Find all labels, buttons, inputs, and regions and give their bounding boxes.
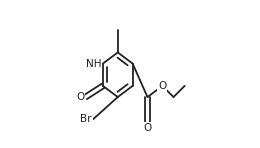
Text: O: O <box>158 81 166 91</box>
Text: Br: Br <box>80 114 92 124</box>
Text: O: O <box>76 92 84 102</box>
Text: O: O <box>143 123 152 133</box>
Text: NH: NH <box>86 59 102 69</box>
